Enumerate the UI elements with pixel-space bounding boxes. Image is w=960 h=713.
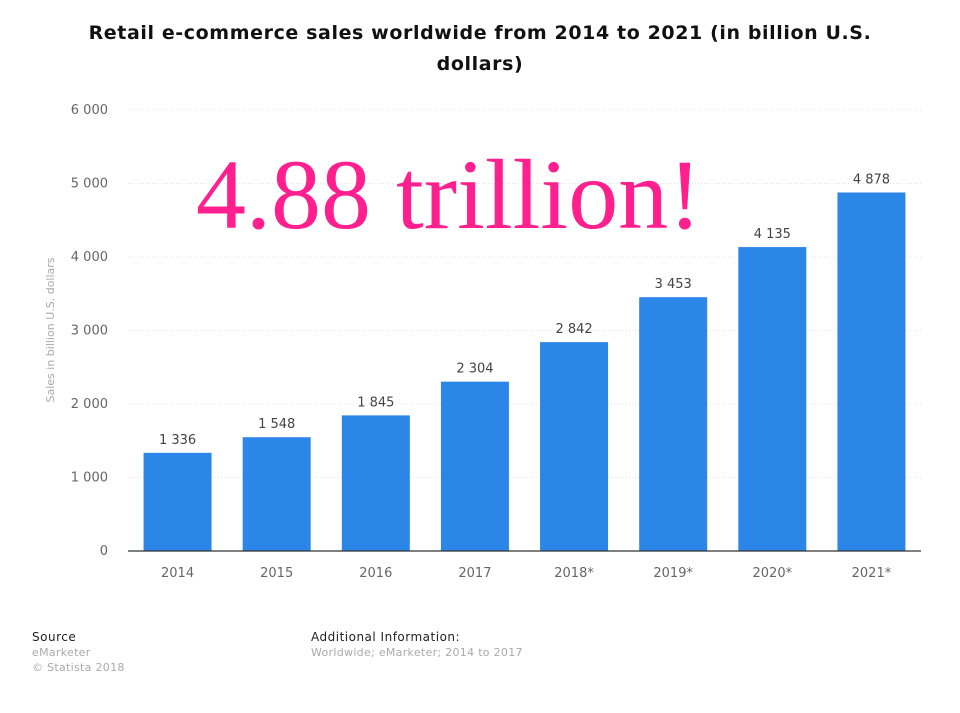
copyright-text: © Statista 2018 <box>32 661 125 674</box>
bar[interactable] <box>837 192 906 552</box>
source-heading: Source <box>32 630 77 644</box>
data-label: 2 842 <box>555 322 592 337</box>
y-tick-label: 4 000 <box>71 250 108 265</box>
x-tick-label: 2020* <box>753 566 793 581</box>
x-tick-label: 2017 <box>458 566 491 581</box>
bar[interactable] <box>242 437 311 551</box>
additional-info-text: Worldwide; eMarketer; 2014 to 2017 <box>311 646 523 659</box>
chart-title: Retail e-commerce sales worldwide from 2… <box>88 22 872 75</box>
y-tick-labels: 0 1 000 2 000 3 000 4 000 5 000 6 000 <box>71 103 108 559</box>
annotation-overlay-text: 4.88 trillion! <box>196 139 702 250</box>
x-tick-label: 2014 <box>161 566 194 581</box>
data-label: 1 336 <box>159 433 196 448</box>
bar[interactable] <box>341 415 410 551</box>
source-block: Source eMarketer © Statista 2018 <box>32 630 125 675</box>
bars <box>143 192 906 552</box>
bar[interactable] <box>540 342 609 551</box>
x-tick-labels: 2014 2015 2016 2017 2018* 2019* 2020* 2021* <box>161 566 892 581</box>
x-tick-label: 2019* <box>653 566 693 581</box>
y-tick-label: 5 000 <box>71 177 108 192</box>
source-link[interactable]: eMarketer <box>32 646 91 659</box>
y-axis-label: Sales in billion U.S. dollars <box>44 257 57 402</box>
x-tick-label: 2021* <box>852 566 892 581</box>
additional-info-heading: Additional Information: <box>311 630 461 644</box>
bar[interactable] <box>143 452 212 551</box>
data-label: 2 304 <box>456 362 493 377</box>
data-label: 3 453 <box>655 277 692 292</box>
x-tick-label: 2016 <box>359 566 392 581</box>
y-tick-label: 6 000 <box>71 103 108 118</box>
x-tick-label: 2015 <box>260 566 293 581</box>
y-tick-label: 0 <box>100 544 108 559</box>
x-tick-label: 2018* <box>554 566 594 581</box>
data-label: 1 548 <box>258 417 295 432</box>
additional-info-block: Additional Information: Worldwide; eMark… <box>311 630 523 660</box>
data-label: 4 878 <box>853 172 890 187</box>
bar[interactable] <box>738 247 807 551</box>
value-labels: 1 336 1 548 1 845 2 304 2 842 3 453 4 135 4 878 <box>159 172 890 447</box>
data-label: 1 845 <box>357 395 394 410</box>
data-label: 4 135 <box>754 227 791 242</box>
y-tick-label: 2 000 <box>71 397 108 412</box>
bar[interactable] <box>639 297 708 551</box>
y-tick-label: 1 000 <box>71 471 108 486</box>
y-tick-label: 3 000 <box>71 324 108 339</box>
bar[interactable] <box>440 381 509 551</box>
